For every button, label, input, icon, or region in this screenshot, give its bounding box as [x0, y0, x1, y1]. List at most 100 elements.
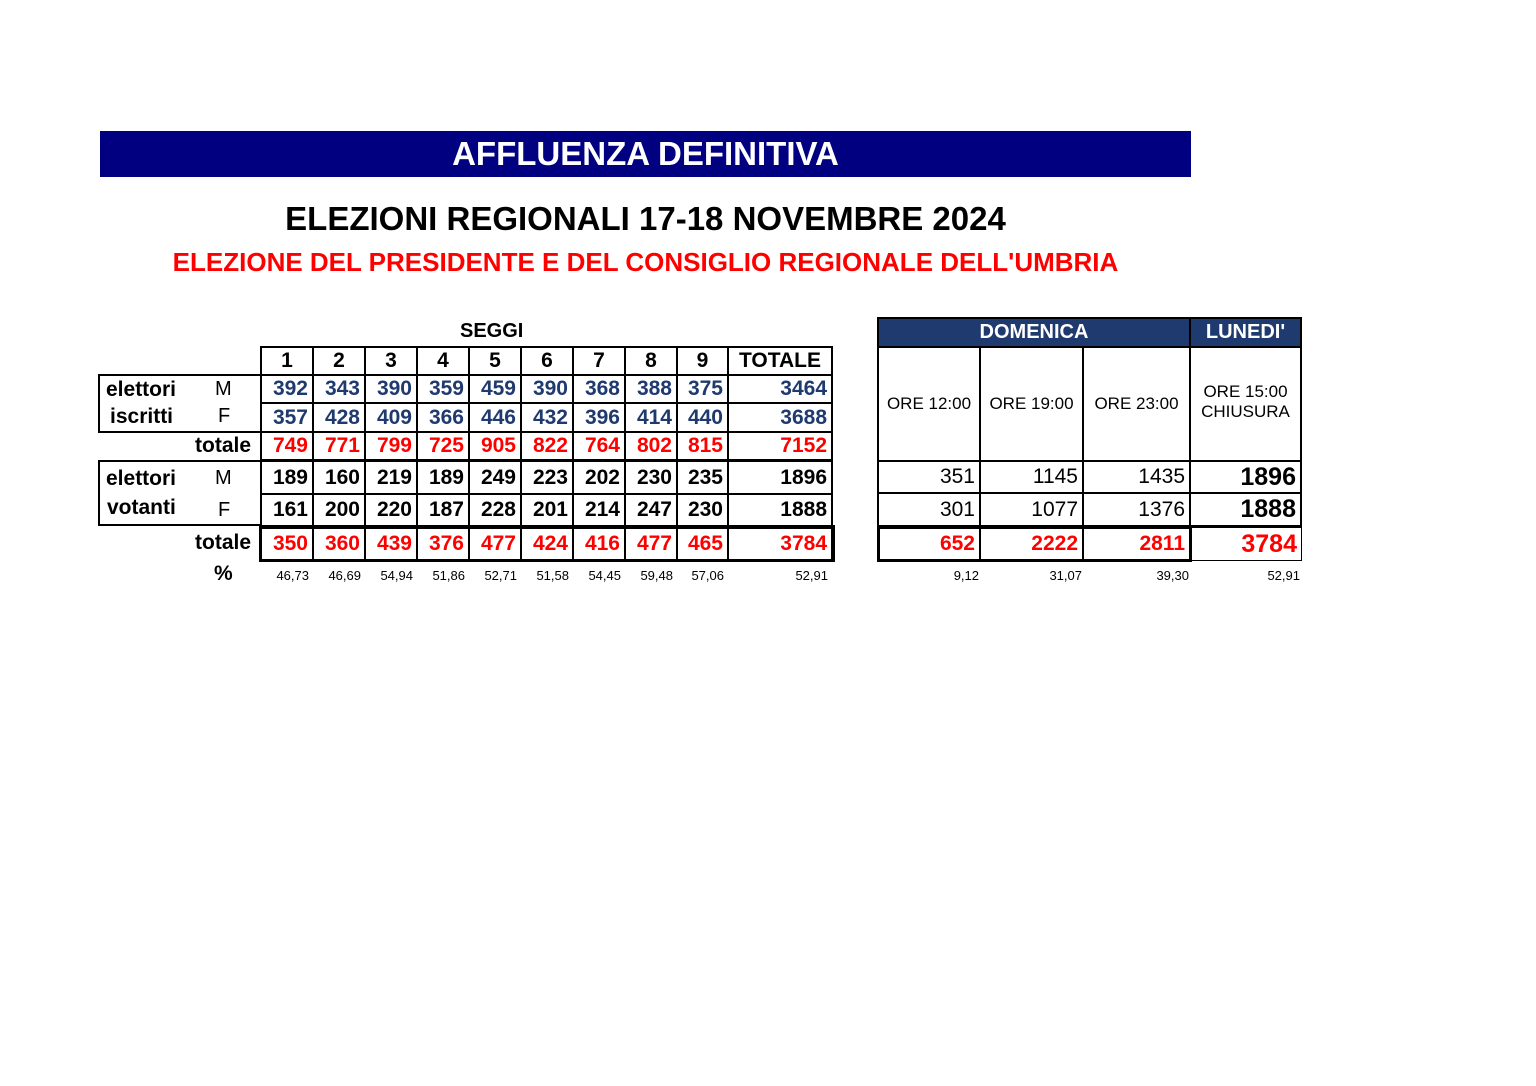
iscritti-totale-cell: 771: [312, 431, 366, 461]
orari-m-cell: 351: [877, 460, 981, 494]
iscritti-f-cell: 440: [676, 402, 729, 433]
votanti-m-cell: 202: [572, 460, 626, 495]
iscritti-m-cell: 3464: [727, 374, 833, 404]
orari-totale-cell: 3784: [1189, 527, 1302, 561]
iscritti-totale-cell: 749: [260, 431, 314, 461]
iscritti-label-2: iscritti: [110, 405, 174, 428]
orari-totale-cell: 2222: [979, 527, 1084, 561]
votanti-totale-cell: 477: [624, 527, 678, 561]
votanti-m-cell: 189: [416, 460, 470, 495]
column-header: 6: [520, 346, 574, 376]
column-header: 1: [260, 346, 314, 376]
pct-cell: 52,71: [484, 568, 517, 583]
column-header: 3: [364, 346, 418, 376]
iscritti-m-cell: 388: [624, 374, 678, 404]
iscritti-f-cell: 396: [572, 402, 626, 433]
domenica-header: DOMENICA: [877, 317, 1191, 348]
votanti-f-cell: 187: [416, 493, 470, 527]
votanti-totale-cell: 416: [572, 527, 626, 561]
ore-header-line: CHIUSURA: [1201, 402, 1290, 421]
pct-cell: 52,91: [795, 568, 828, 583]
iscritti-f-cell: 414: [624, 402, 678, 433]
iscritti-label-1: elettori: [106, 378, 177, 401]
votanti-f-cell: 214: [572, 493, 626, 527]
iscritti-m-cell: 392: [260, 374, 314, 404]
ore-header: ORE 23:00: [1082, 346, 1191, 462]
votanti-totale-cell: 3784: [727, 527, 833, 561]
orari-m-cell: 1896: [1189, 460, 1302, 494]
pct-cell: 59,48: [640, 568, 673, 583]
pct-cell: 54,45: [588, 568, 621, 583]
iscritti-m-cell: 390: [520, 374, 574, 404]
pct-cell: 46,73: [276, 568, 309, 583]
votanti-m-cell: 223: [520, 460, 574, 495]
iscritti-f-label: F: [218, 405, 231, 427]
pct-cell: 46,69: [328, 568, 361, 583]
column-header: TOTALE: [727, 346, 833, 376]
votanti-f-cell: 161: [260, 493, 314, 527]
iscritti-m-cell: 343: [312, 374, 366, 404]
iscritti-totale-cell: 725: [416, 431, 470, 461]
iscritti-f-cell: 409: [364, 402, 418, 433]
iscritti-m-cell: 459: [468, 374, 522, 404]
orari-f-cell: 301: [877, 492, 981, 527]
votanti-totale-label: totale: [195, 531, 252, 554]
pct-cell: 51,86: [432, 568, 465, 583]
orari-pct-cell: 9,12: [953, 568, 979, 583]
iscritti-m-cell: 390: [364, 374, 418, 404]
banner: AFFLUENZA DEFINITIVA: [100, 131, 1191, 177]
votanti-m-label: M: [215, 467, 232, 489]
iscritti-f-cell: 366: [416, 402, 470, 433]
ore-header: ORE 15:00 CHIUSURA: [1189, 346, 1302, 462]
iscritti-f-cell: 432: [520, 402, 574, 433]
column-header: 9: [676, 346, 729, 376]
votanti-m-cell: 160: [312, 460, 366, 495]
orari-totale-cell: 2811: [1082, 527, 1191, 561]
iscritti-m-cell: 375: [676, 374, 729, 404]
votanti-m-cell: 189: [260, 460, 314, 495]
votanti-label-2: votanti: [107, 496, 176, 519]
votanti-f-cell: 247: [624, 493, 678, 527]
votanti-f-cell: 1888: [727, 493, 833, 527]
votanti-m-cell: 249: [468, 460, 522, 495]
column-header: 2: [312, 346, 366, 376]
votanti-m-cell: 1896: [727, 460, 833, 495]
votanti-f-cell: 230: [676, 493, 729, 527]
orari-f-cell: 1888: [1189, 492, 1302, 527]
votanti-f-cell: 201: [520, 493, 574, 527]
votanti-label-1: elettori: [106, 467, 177, 490]
votanti-m-cell: 235: [676, 460, 729, 495]
pct-cell: 57,06: [691, 568, 724, 583]
iscritti-f-cell: 3688: [727, 402, 833, 433]
iscritti-f-cell: 357: [260, 402, 314, 433]
orari-m-cell: 1435: [1082, 460, 1191, 494]
votanti-totale-cell: 376: [416, 527, 470, 561]
iscritti-totale-cell: 905: [468, 431, 522, 461]
column-header: 4: [416, 346, 470, 376]
iscritti-totale-cell: 799: [364, 431, 418, 461]
page-subtitle: ELEZIONE DEL PRESIDENTE E DEL CONSIGLIO …: [172, 247, 1119, 277]
votanti-f-cell: 200: [312, 493, 366, 527]
lunedi-header: LUNEDI': [1189, 317, 1302, 348]
orari-pct-cell: 39,30: [1156, 568, 1189, 583]
column-header: 8: [624, 346, 678, 376]
votanti-f-cell: 228: [468, 493, 522, 527]
votanti-totale-cell: 360: [312, 527, 366, 561]
iscritti-totale-cell: 7152: [727, 431, 833, 461]
votanti-m-cell: 219: [364, 460, 418, 495]
orari-totale-cell: 652: [877, 527, 981, 561]
orari-m-cell: 1145: [979, 460, 1084, 494]
iscritti-totale-label: totale: [195, 434, 252, 457]
iscritti-m-cell: 368: [572, 374, 626, 404]
orari-f-cell: 1077: [979, 492, 1084, 527]
iscritti-m-cell: 359: [416, 374, 470, 404]
votanti-totale-cell: 439: [364, 527, 418, 561]
ore-header-line: ORE 15:00: [1203, 382, 1288, 401]
orari-pct-cell: 31,07: [1049, 568, 1082, 583]
votanti-m-cell: 230: [624, 460, 678, 495]
pct-cell: 54,94: [380, 568, 413, 583]
votanti-f-label: F: [218, 499, 231, 521]
votanti-totale-cell: 477: [468, 527, 522, 561]
votanti-totale-cell: 465: [676, 527, 729, 561]
